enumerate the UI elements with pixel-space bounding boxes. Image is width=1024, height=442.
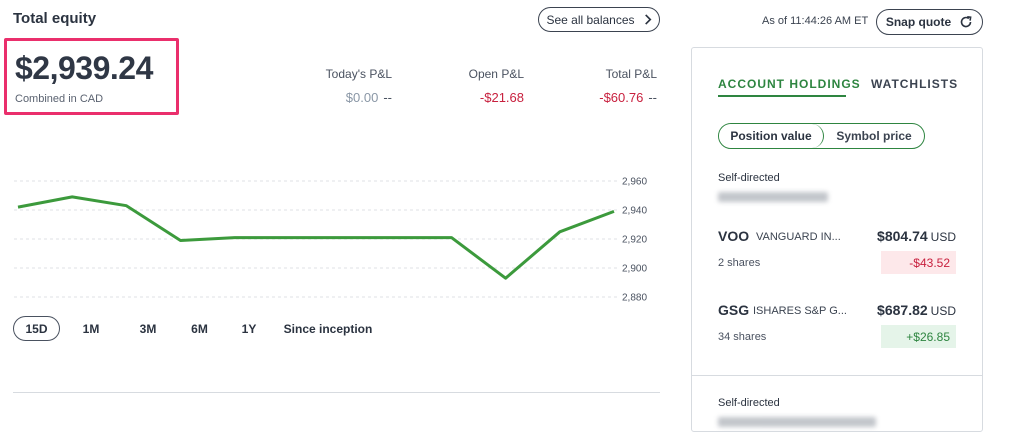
account-divider xyxy=(692,375,982,376)
holding-value-amount: $687.82 xyxy=(877,302,928,318)
holding-shares: 2 shares xyxy=(718,257,761,269)
total-pnl-change: -- xyxy=(648,90,657,105)
equity-currency-note: Combined in CAD xyxy=(15,93,104,105)
todays-pnl-change: -- xyxy=(383,90,392,105)
tab-account-holdings[interactable]: ACCOUNT HOLDINGS xyxy=(718,77,861,91)
chevron-right-icon xyxy=(644,14,651,25)
equity-series-line xyxy=(17,195,615,280)
range-15d[interactable]: 15D xyxy=(13,316,60,341)
section-divider xyxy=(13,392,660,393)
holding-shares: 34 shares xyxy=(718,331,767,343)
y-tick-label: 2,920 xyxy=(622,235,647,246)
see-all-balances-label: See all balances xyxy=(546,12,635,27)
equity-value: $2,939.24 xyxy=(15,50,153,86)
todays-pnl-value: $0.00 -- xyxy=(272,90,392,105)
holding-name: VANGUARD IN... xyxy=(756,231,841,243)
holding-value: $804.74 USD xyxy=(877,228,956,244)
todays-pnl-amount: $0.00 xyxy=(345,90,379,105)
holding-change-badge: +$26.85 xyxy=(881,325,956,348)
redacted-account-number xyxy=(718,417,876,427)
time-range-selector: 15D 1M 3M 6M 1Y Since inception xyxy=(13,316,383,341)
snap-quote-button[interactable]: Snap quote xyxy=(876,9,983,35)
quote-timestamp: As of 11:44:26 AM ET xyxy=(762,15,869,27)
snap-quote-label: Snap quote xyxy=(885,15,952,29)
holding-name: ISHARES S&P G... xyxy=(753,305,847,317)
account-type-label: Self-directed xyxy=(718,172,780,184)
value-toggle: Position value Symbol price xyxy=(718,123,925,149)
y-tick-label: 2,880 xyxy=(622,293,647,304)
total-equity-title: Total equity xyxy=(13,10,97,27)
todays-pnl-label: Today's P&L xyxy=(325,67,392,81)
total-pnl-value: -$60.76 -- xyxy=(537,90,657,105)
redacted-account-number xyxy=(718,192,828,202)
holding-symbol[interactable]: VOO xyxy=(718,228,750,244)
y-tick-label: 2,940 xyxy=(622,206,647,217)
active-tab-indicator xyxy=(718,95,846,97)
equity-highlight-box: $2,939.24 Combined in CAD xyxy=(4,38,179,115)
total-pnl-label: Total P&L xyxy=(605,67,657,81)
holding-currency: USD xyxy=(930,304,956,318)
tab-watchlists[interactable]: WATCHLISTS xyxy=(871,77,959,91)
holding-value: $687.82 USD xyxy=(877,302,956,318)
see-all-balances-button[interactable]: See all balances xyxy=(538,7,660,32)
range-since-inception[interactable]: Since inception xyxy=(283,321,373,336)
range-1m[interactable]: 1M xyxy=(82,321,100,336)
range-3m[interactable]: 3M xyxy=(139,321,157,336)
account-type-label: Self-directed xyxy=(718,397,780,409)
holding-value-amount: $804.74 xyxy=(877,228,928,244)
range-6m[interactable]: 6M xyxy=(191,321,208,336)
range-1y[interactable]: 1Y xyxy=(241,321,257,336)
y-tick-label: 2,960 xyxy=(622,177,647,188)
holding-currency: USD xyxy=(930,230,956,244)
y-tick-label: 2,900 xyxy=(622,264,647,275)
open-pnl-label: Open P&L xyxy=(468,67,524,81)
holding-symbol[interactable]: GSG xyxy=(718,302,750,318)
holdings-panel: ACCOUNT HOLDINGS WATCHLISTS Position val… xyxy=(691,47,983,432)
total-pnl-amount: -$60.76 xyxy=(599,90,644,105)
holding-change-badge: -$43.52 xyxy=(881,251,956,274)
refresh-icon xyxy=(960,16,972,28)
toggle-symbol-price[interactable]: Symbol price xyxy=(836,129,912,143)
toggle-position-value[interactable]: Position value xyxy=(719,124,824,148)
equity-line-chart: 2,960 2,940 2,920 2,900 2,880 xyxy=(14,177,647,304)
open-pnl-value: -$21.68 xyxy=(479,90,524,105)
